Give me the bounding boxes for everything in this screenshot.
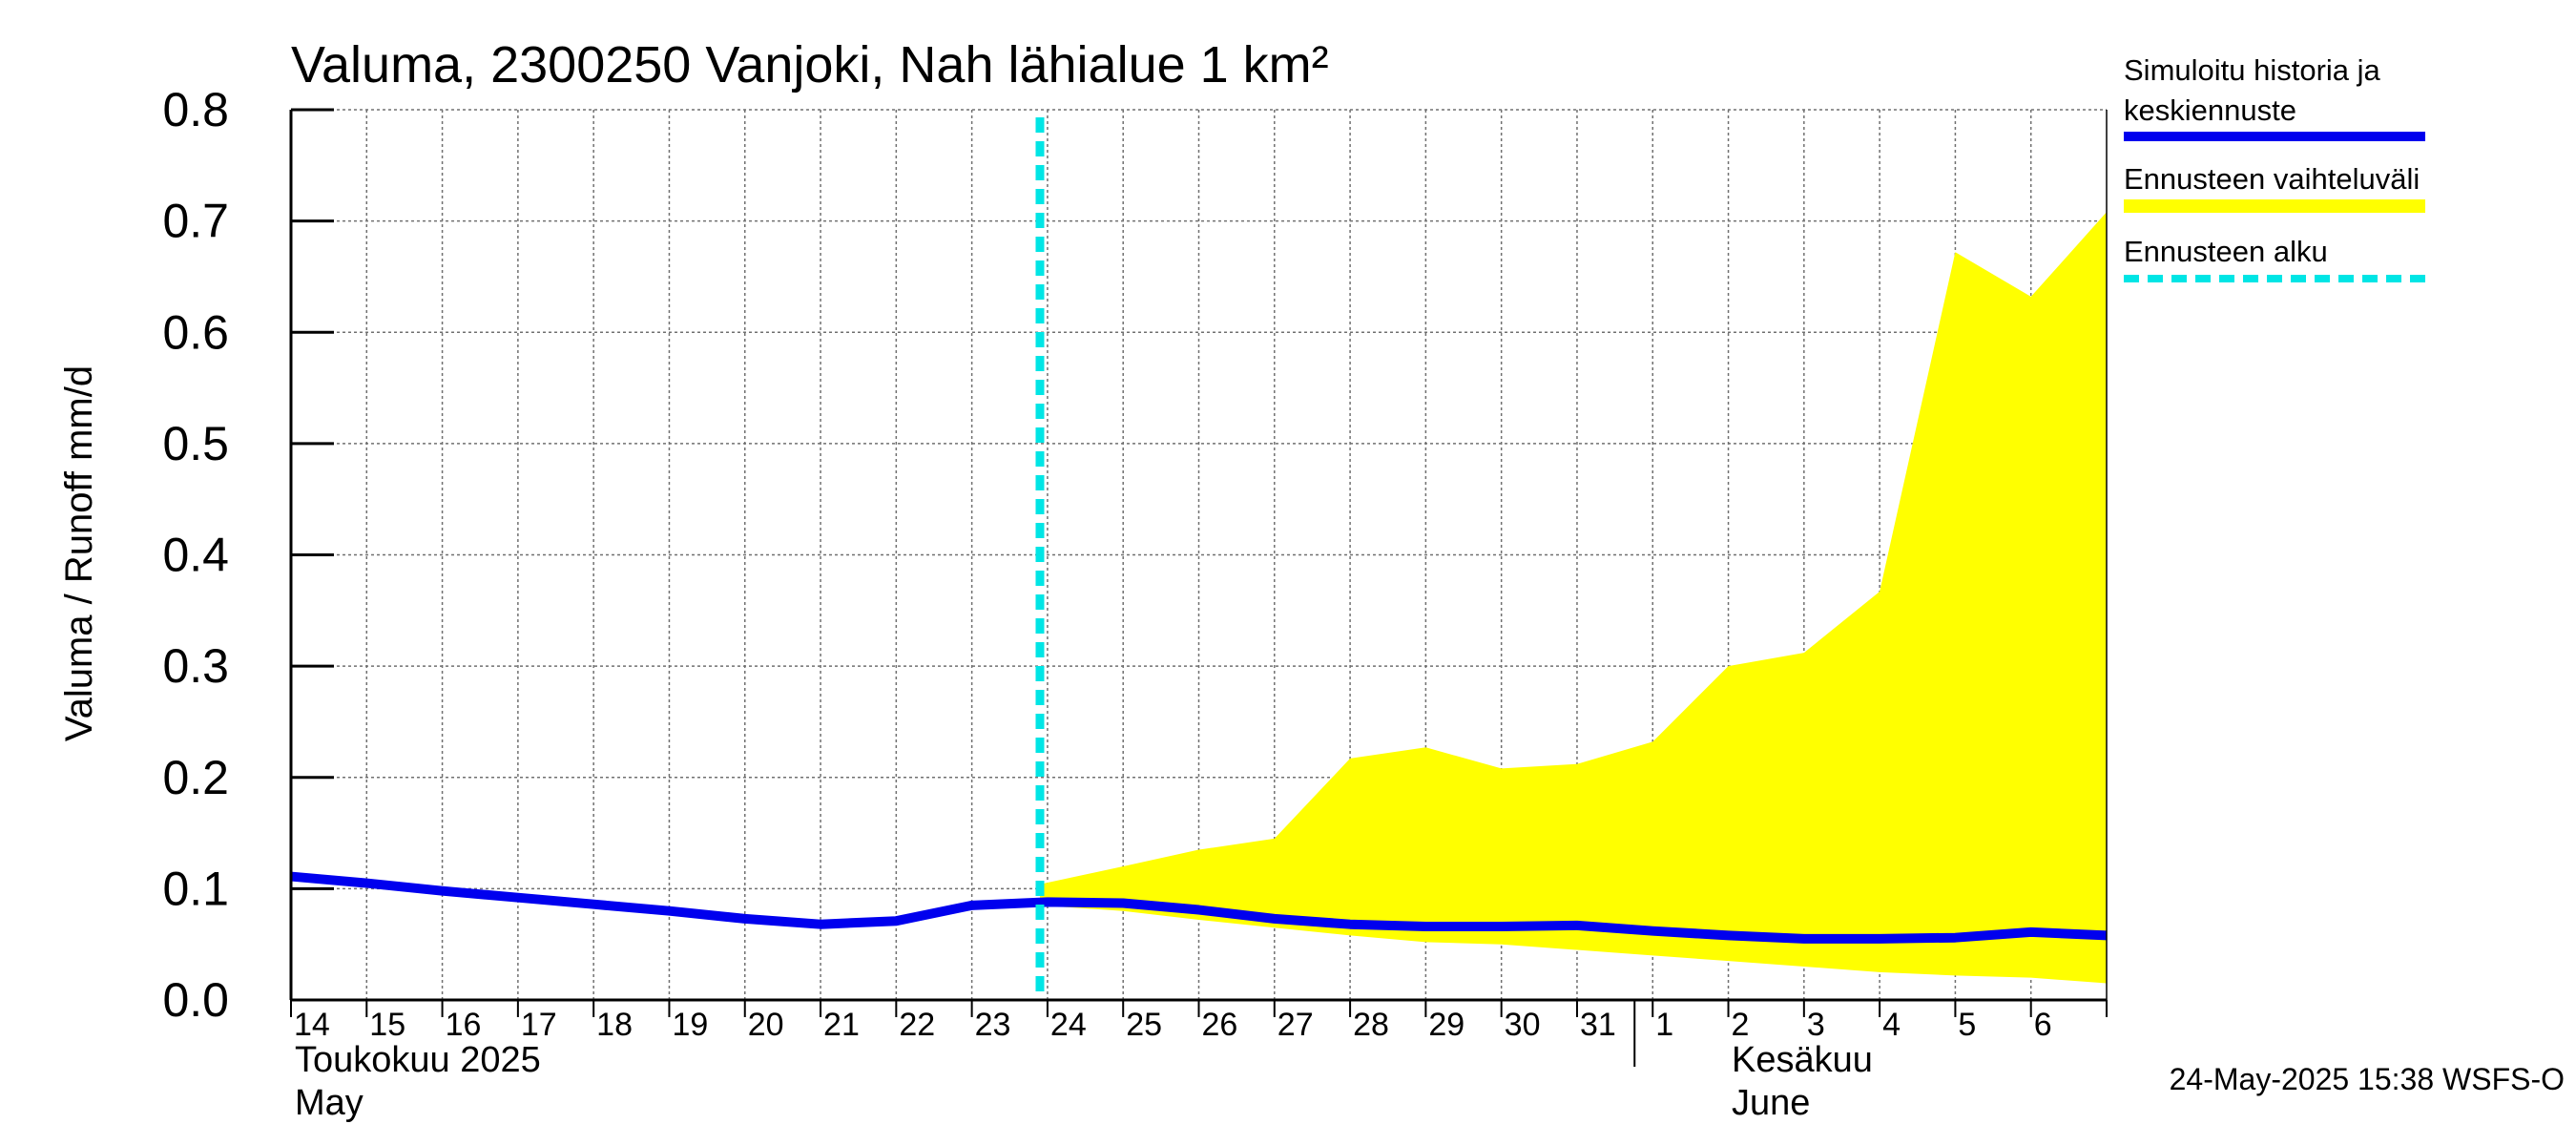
median-point bbox=[1803, 938, 1805, 940]
x-tick-label: 2 bbox=[1732, 1007, 1750, 1043]
x-tick-label: 18 bbox=[596, 1007, 633, 1043]
x-tick-label: 15 bbox=[369, 1007, 405, 1043]
x-tick-label: 1 bbox=[1655, 1007, 1673, 1043]
x-tick-label: 31 bbox=[1580, 1007, 1616, 1043]
x-tick-label: 26 bbox=[1202, 1007, 1238, 1043]
y-axis-label: Valuma / Runoff mm/d bbox=[58, 365, 100, 741]
median-point bbox=[744, 918, 746, 920]
median-point bbox=[517, 897, 519, 899]
y-tick-label: 0.0 bbox=[162, 973, 229, 1027]
x-tick-label: 23 bbox=[975, 1007, 1011, 1043]
legend-label-median-line1: Simuloitu historia ja bbox=[2124, 53, 2381, 87]
median-point bbox=[1349, 924, 1351, 926]
median-point bbox=[1424, 926, 1426, 927]
x-tick-label: 27 bbox=[1278, 1007, 1314, 1043]
x-tick-label: 17 bbox=[521, 1007, 557, 1043]
median-point bbox=[1198, 909, 1199, 911]
y-tick-label: 0.6 bbox=[162, 305, 229, 359]
x-tick-label: 20 bbox=[748, 1007, 784, 1043]
legend-label-forecast-start: Ennusteen alku bbox=[2124, 235, 2328, 268]
month-label-may-en: May bbox=[295, 1083, 364, 1123]
month-label-june-en: June bbox=[1732, 1083, 1810, 1123]
x-tick-label: 29 bbox=[1428, 1007, 1465, 1043]
month-label-june-fi: Kesäkuu bbox=[1732, 1040, 1873, 1080]
y-axis-ticks: 0.0 0.1 0.2 0.3 0.4 0.5 0.6 0.7 0.8 bbox=[162, 83, 334, 1027]
y-tick-label: 0.4 bbox=[162, 529, 229, 582]
legend: Simuloitu historia ja keskiennuste Ennus… bbox=[2124, 53, 2425, 282]
forecast-range-area bbox=[1039, 212, 2107, 984]
x-tick-label: 25 bbox=[1126, 1007, 1162, 1043]
median-point bbox=[442, 890, 444, 892]
x-tick-label: 5 bbox=[1958, 1007, 1976, 1043]
median-point bbox=[1652, 930, 1653, 932]
x-axis-ticks: 14 15 16 17 18 19 20 21 22 23 24 25 26 27 28 29 30 31 1 2 3 4… bbox=[290, 1000, 2108, 1043]
median-point bbox=[1274, 918, 1276, 920]
footer-timestamp: 24-May-2025 15:38 WSFS-O bbox=[2170, 1062, 2565, 1096]
x-tick-label: 22 bbox=[899, 1007, 935, 1043]
median-point bbox=[971, 905, 973, 906]
x-tick-label: 6 bbox=[2034, 1007, 2052, 1043]
y-tick-label: 0.5 bbox=[162, 417, 229, 470]
legend-label-median-line2: keskiennuste bbox=[2124, 94, 2296, 127]
median-point bbox=[592, 904, 594, 906]
y-tick-label: 0.3 bbox=[162, 639, 229, 693]
y-tick-label: 0.7 bbox=[162, 195, 229, 248]
x-tick-label: 14 bbox=[294, 1007, 330, 1043]
legend-label-range: Ennusteen vaihteluväli bbox=[2124, 162, 2420, 196]
median-point bbox=[1122, 903, 1124, 905]
median-point bbox=[365, 883, 367, 885]
chart-title: Valuma, 2300250 Vanjoki, Nah lähialue 1 … bbox=[291, 36, 1329, 94]
x-tick-label: 28 bbox=[1353, 1007, 1389, 1043]
median-point bbox=[2030, 931, 2032, 933]
x-tick-label: 30 bbox=[1505, 1007, 1541, 1043]
median-point bbox=[1576, 925, 1578, 926]
median-point bbox=[1047, 901, 1049, 903]
median-point bbox=[895, 920, 897, 922]
median-point bbox=[1728, 934, 1730, 936]
median-point bbox=[1954, 937, 1956, 939]
month-label-may-fi: Toukokuu 2025 bbox=[295, 1040, 541, 1080]
y-tick-label: 0.8 bbox=[162, 83, 229, 136]
x-tick-label: 16 bbox=[446, 1007, 482, 1043]
x-tick-label: 24 bbox=[1050, 1007, 1087, 1043]
median-point bbox=[1501, 926, 1503, 927]
x-tick-label: 4 bbox=[1882, 1007, 1901, 1043]
x-tick-label: 3 bbox=[1807, 1007, 1825, 1043]
y-tick-label: 0.1 bbox=[162, 862, 229, 915]
y-tick-label: 0.2 bbox=[162, 751, 229, 804]
x-tick-label: 21 bbox=[823, 1007, 860, 1043]
x-tick-label: 19 bbox=[672, 1007, 708, 1043]
median-point bbox=[668, 910, 670, 912]
forecast-range-band bbox=[1039, 212, 2107, 984]
